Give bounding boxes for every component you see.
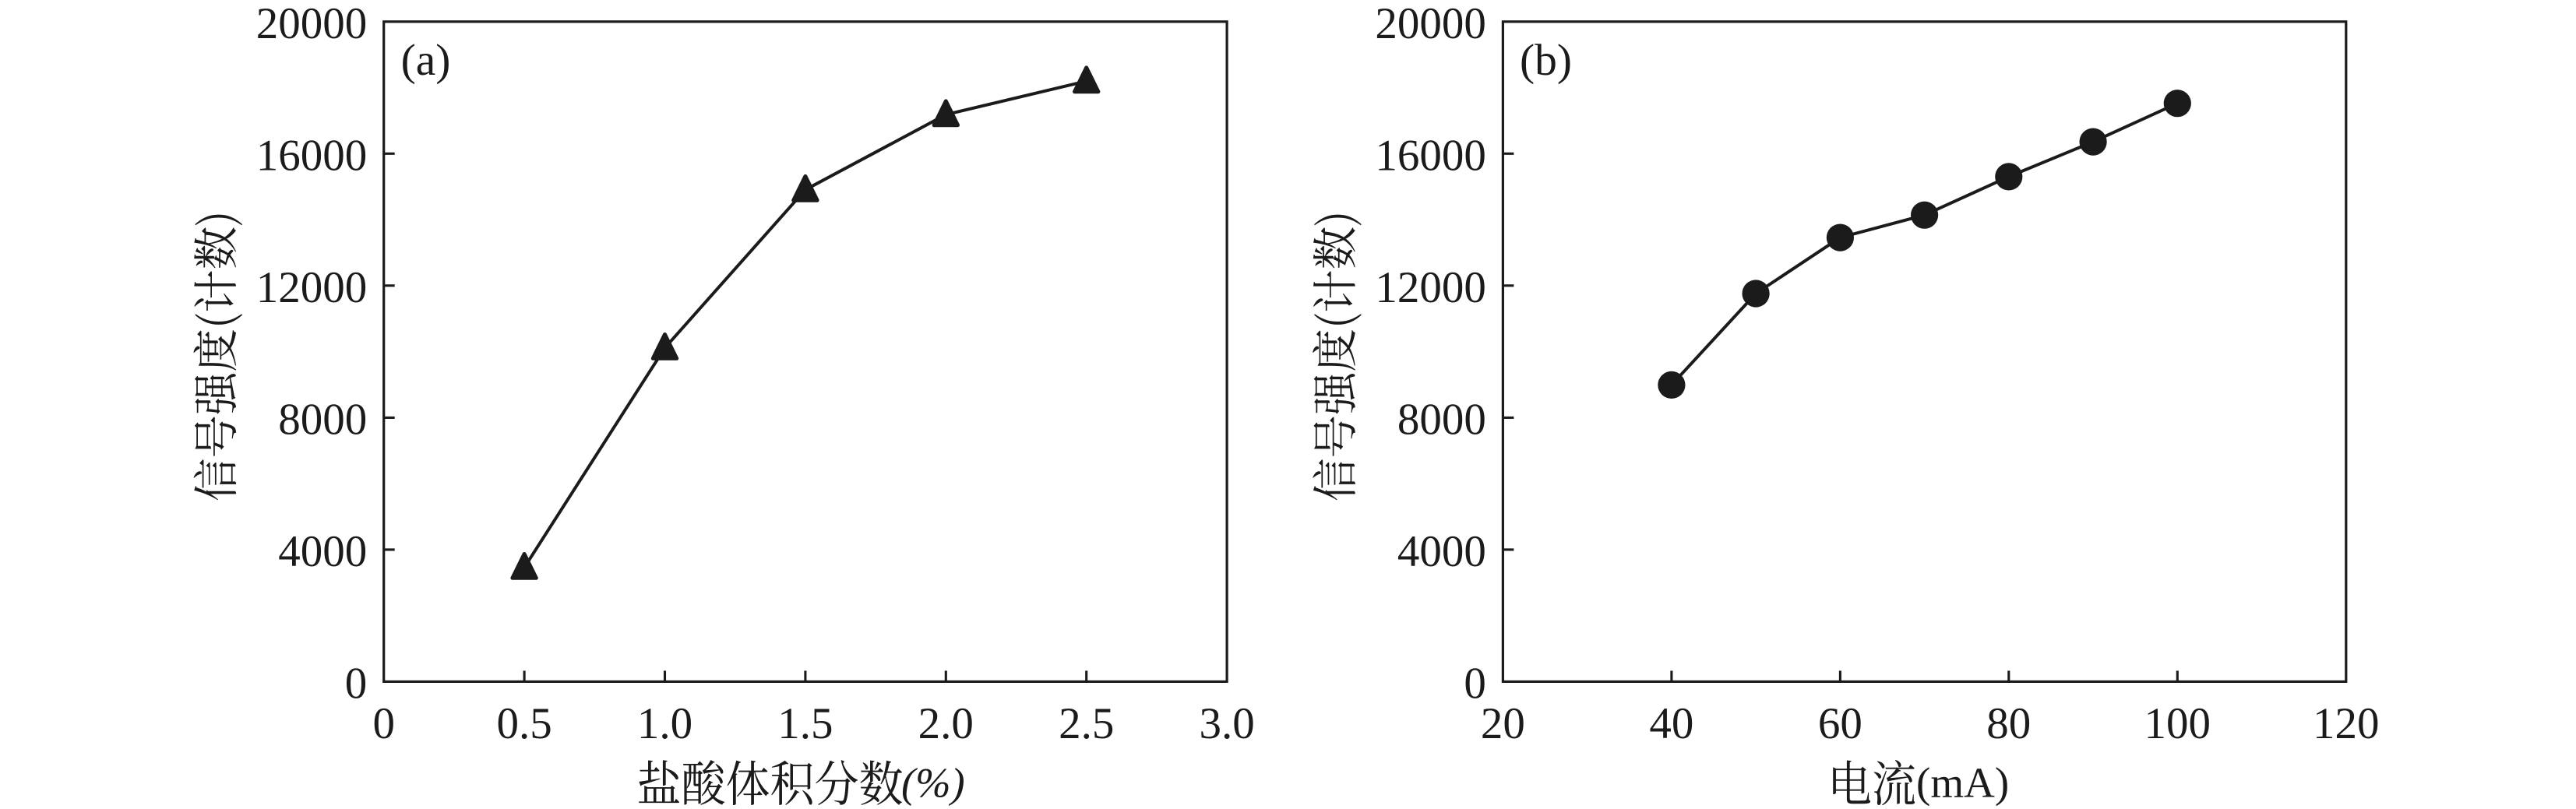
svg-text:0: 0 [345,660,368,709]
svg-text:2.0: 2.0 [918,699,974,748]
svg-text:0.5: 0.5 [496,699,551,748]
svg-text:16000: 16000 [256,131,368,180]
svg-text:20: 20 [1481,699,1525,748]
svg-text:80: 80 [1986,699,2031,748]
svg-text:(mA): (mA) [1916,759,2009,807]
svg-text:(%): (%) [901,758,965,806]
svg-text:0: 0 [1464,660,1486,709]
svg-text:3.0: 3.0 [1199,699,1254,748]
svg-text:12000: 12000 [256,263,368,312]
svg-text:(b): (b) [1520,36,1572,85]
svg-text:16000: 16000 [1375,131,1486,180]
svg-text:8000: 8000 [278,396,367,445]
svg-text:2.5: 2.5 [1059,699,1114,748]
svg-text:60: 60 [1818,699,1862,748]
svg-text:(a): (a) [401,36,451,85]
svg-text:8000: 8000 [1397,396,1486,445]
svg-text:12000: 12000 [1375,263,1486,312]
svg-text:0: 0 [372,699,395,748]
svg-text:20000: 20000 [256,0,368,48]
svg-text:4000: 4000 [1397,527,1486,576]
svg-text:4000: 4000 [278,527,367,576]
svg-text:1.0: 1.0 [637,699,692,748]
svg-text:120: 120 [2313,699,2380,748]
svg-text:1.5: 1.5 [777,699,833,748]
svg-text:40: 40 [1649,699,1693,748]
svg-text:100: 100 [2144,699,2211,748]
svg-text:20000: 20000 [1375,0,1486,48]
